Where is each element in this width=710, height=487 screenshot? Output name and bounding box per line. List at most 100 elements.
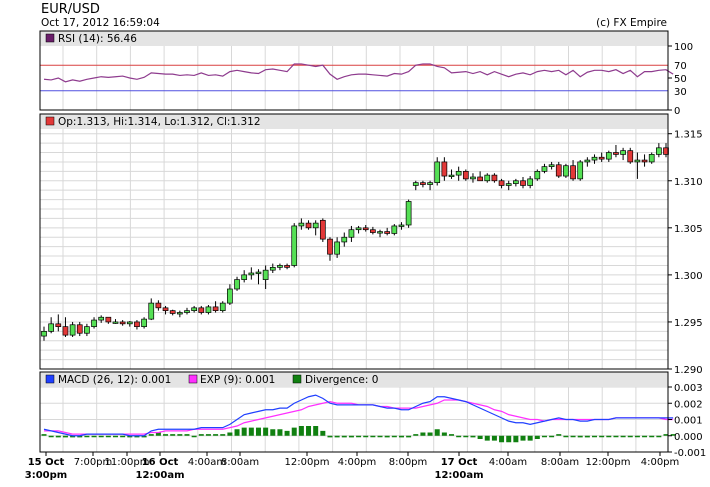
divergence-bar bbox=[599, 435, 605, 438]
grid-layer bbox=[40, 46, 668, 453]
divergence-bar bbox=[205, 434, 211, 436]
candle-down bbox=[319, 219, 326, 240]
time-tick-label: 11:00pm bbox=[105, 457, 150, 468]
candle-up bbox=[176, 312, 183, 315]
time-tick-label: 8:00am bbox=[541, 457, 579, 468]
price-legend-swatch bbox=[45, 116, 55, 126]
candle-down bbox=[169, 310, 176, 314]
divergence-bar bbox=[434, 429, 440, 436]
divergence-bar bbox=[556, 434, 562, 436]
candle-up bbox=[205, 306, 212, 313]
divergence-bar bbox=[341, 435, 347, 438]
macd-tick-label: 0.003 bbox=[674, 383, 703, 394]
divergence-bar bbox=[334, 435, 340, 438]
divergence-bar bbox=[127, 435, 133, 438]
price-panel: Op:1.313, Hi:1.314, Lo:1.312, Cl:1.312 1… bbox=[40, 114, 703, 376]
divergence-legend: Divergence: 0 bbox=[305, 374, 378, 386]
candle-up bbox=[69, 324, 76, 336]
rsi-legend-swatch bbox=[45, 33, 55, 43]
divergence-bar bbox=[70, 435, 76, 438]
divergence-bar bbox=[627, 435, 633, 438]
divergence-bar bbox=[270, 429, 276, 436]
divergence-bar bbox=[670, 434, 676, 436]
price-tick-label: 1.290 bbox=[674, 365, 703, 376]
divergence-bar bbox=[141, 435, 147, 438]
divergence-bar bbox=[177, 434, 183, 436]
candle-down bbox=[162, 307, 169, 311]
candle-up bbox=[98, 316, 105, 321]
candle-down bbox=[555, 164, 562, 177]
candle-up bbox=[634, 159, 641, 163]
divergence-bar bbox=[184, 434, 190, 436]
divergence-bar bbox=[377, 435, 383, 438]
candle-up bbox=[148, 302, 155, 320]
divergence-bar bbox=[520, 435, 526, 441]
candle-down bbox=[613, 152, 619, 155]
candle-down bbox=[212, 306, 219, 311]
candle-up bbox=[448, 174, 455, 177]
divergence-bar bbox=[491, 435, 497, 441]
divergence-bar bbox=[170, 434, 176, 436]
candle-up bbox=[541, 166, 548, 172]
divergence-bar bbox=[155, 432, 161, 436]
rsi-tick-label: 100 bbox=[674, 42, 693, 53]
divergence-bar bbox=[356, 435, 362, 438]
divergence-bar bbox=[112, 435, 118, 438]
candle-up bbox=[262, 269, 269, 280]
candle-up bbox=[513, 180, 519, 184]
candle-up bbox=[291, 225, 298, 266]
candle-up bbox=[412, 182, 419, 186]
candle-down bbox=[520, 180, 526, 186]
time-tick-label: 15 Oct bbox=[28, 457, 65, 468]
divergence-bar bbox=[234, 429, 240, 436]
divergence-bar bbox=[534, 435, 540, 439]
time-tick-label: 4:00pm bbox=[338, 457, 377, 468]
candle-up bbox=[505, 183, 512, 186]
candle-down bbox=[641, 159, 648, 163]
candle-down bbox=[663, 147, 669, 155]
divergence-bar bbox=[577, 435, 583, 438]
divergence-bar bbox=[513, 435, 519, 443]
rsi-level-30-label: 30 bbox=[674, 87, 687, 98]
divergence-series bbox=[41, 426, 676, 443]
candle-up bbox=[470, 176, 476, 180]
macd-tick-label: -0.001 bbox=[674, 448, 706, 459]
divergence-bar bbox=[613, 435, 619, 438]
macd-line bbox=[43, 394, 674, 437]
candle-down bbox=[284, 265, 290, 268]
candle-up bbox=[648, 154, 655, 163]
divergence-bar bbox=[62, 435, 68, 438]
divergence-bar bbox=[198, 434, 204, 436]
divergence-bar bbox=[406, 435, 412, 438]
divergence-bar bbox=[134, 435, 140, 438]
macd-legend: MACD (26, 12): 0.001 bbox=[58, 374, 171, 386]
divergence-bar bbox=[484, 435, 490, 441]
candle-up bbox=[312, 222, 319, 229]
candle-up bbox=[141, 318, 147, 327]
candle-down bbox=[384, 231, 391, 234]
rsi-level-70-label: 70 bbox=[674, 61, 687, 72]
candle-down bbox=[370, 229, 376, 233]
time-tick-label: 17 Oct bbox=[441, 457, 478, 468]
divergence-bar bbox=[248, 427, 254, 436]
divergence-bar bbox=[98, 435, 104, 438]
divergence-bar bbox=[413, 434, 419, 436]
divergence-bar bbox=[649, 435, 655, 438]
divergence-bar bbox=[48, 435, 54, 438]
candle-up bbox=[112, 321, 119, 324]
divergence-bar bbox=[306, 426, 312, 436]
time-tick-sublabel: 12:00am bbox=[136, 470, 185, 481]
macd-tick-label: 0.002 bbox=[674, 399, 703, 410]
divergence-bar bbox=[241, 427, 247, 436]
candle-down bbox=[305, 222, 312, 229]
candle-up bbox=[191, 307, 197, 311]
candle-up bbox=[534, 171, 541, 180]
candle-down bbox=[498, 180, 505, 186]
divergence-bar bbox=[506, 435, 512, 443]
candle-down bbox=[627, 150, 634, 163]
candle-down bbox=[420, 182, 426, 185]
rsi-panel: RSI (14): 56.46 70 30 100 50 0 bbox=[40, 31, 693, 117]
divergence-bar bbox=[77, 435, 83, 438]
